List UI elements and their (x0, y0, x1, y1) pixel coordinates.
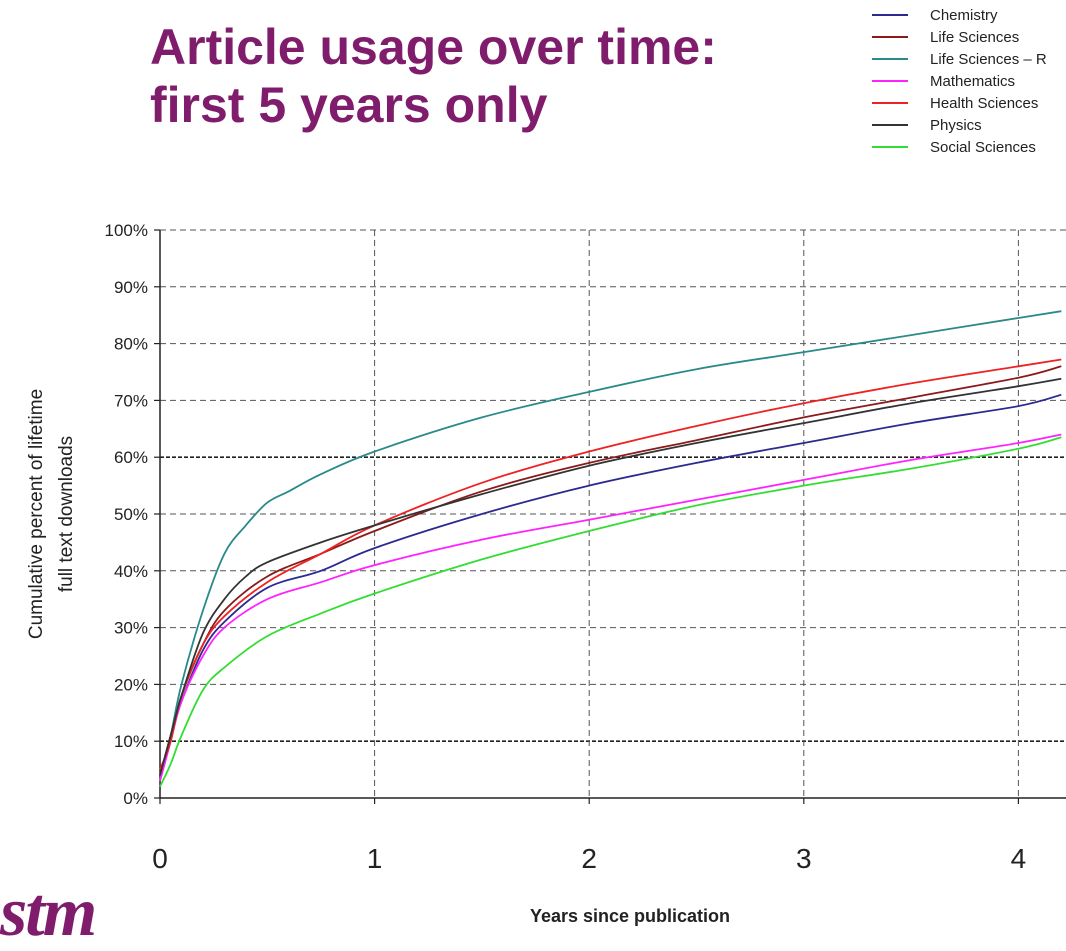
y-tick-label: 40% (114, 562, 148, 581)
series-line-mathematics (159, 433, 1062, 782)
legend-swatch (872, 124, 908, 126)
legend-swatch (872, 14, 908, 16)
y-tick-label: 70% (114, 391, 148, 410)
y-tick-label: 100% (105, 221, 148, 240)
legend-item-health-sciences: Health Sciences (872, 92, 1047, 114)
legend-item-life-sciences: Life Sciences (872, 26, 1047, 48)
series-line-life-sciences-r (159, 310, 1062, 782)
chart-title: Article usage over time: first 5 years o… (150, 18, 717, 134)
legend-item-life-sciences-r: Life Sciences – R (872, 48, 1047, 70)
x-tick-label: 0 (152, 843, 168, 874)
y-tick-label: 50% (114, 505, 148, 524)
legend-swatch (872, 36, 908, 38)
axes (154, 229, 1066, 804)
legend-swatch (872, 146, 908, 148)
legend-label: Social Sciences (930, 138, 1036, 156)
legend-item-physics: Physics (872, 114, 1047, 136)
y-tick-label: 10% (114, 732, 148, 751)
x-tick-label: 3 (796, 843, 812, 874)
y-tick-label: 30% (114, 619, 148, 638)
y-axis-title-line: Cumulative percent of lifetime (26, 389, 47, 639)
chart-subtitle: first 5 years only (150, 77, 548, 133)
x-tick-label: 2 (581, 843, 597, 874)
legend-item-social-sciences: Social Sciences (872, 136, 1047, 158)
chart-title-line-1: Article usage over time: (150, 19, 717, 75)
grid-lines (160, 229, 1066, 798)
y-tick-label: 20% (114, 675, 148, 694)
legend-label: Physics (930, 116, 982, 134)
series-line-physics (159, 377, 1062, 776)
legend-label: Life Sciences – R (930, 50, 1047, 68)
stm-logo: stm (0, 874, 97, 951)
y-tick-label: 60% (114, 448, 148, 467)
legend-label: Mathematics (930, 72, 1016, 90)
legend-item-mathematics: Mathematics (872, 70, 1047, 92)
legend-swatch (872, 80, 908, 82)
legend-label: Health Sciences (930, 94, 1039, 112)
legend-swatch (872, 102, 908, 104)
legend-swatch (872, 58, 908, 60)
chart-legend: Chemistry Life Sciences Life Sciences – R M… (872, 4, 1047, 158)
legend-label: Chemistry (930, 6, 998, 24)
y-tick-label: 80% (114, 335, 148, 354)
y-tick-label: 0% (123, 789, 148, 808)
axis-labels: 0% 10% 20% 30% 40% 50% 60% 70% 80% 90% 100% 0 1 2 3 4 Ye… (26, 221, 1026, 926)
series-lines (159, 310, 1062, 787)
x-tick-label: 4 (1011, 843, 1027, 874)
series-line-social-sciences (159, 436, 1062, 787)
x-axis-title: Years since publication (530, 906, 730, 926)
y-tick-label: 90% (114, 278, 148, 297)
y-axis-title-line: full text downloads (56, 436, 77, 592)
series-line-chemistry (159, 393, 1062, 776)
x-tick-label: 1 (367, 843, 383, 874)
legend-label: Life Sciences (930, 28, 1020, 46)
series-line-health-sciences (159, 358, 1062, 770)
legend-item-chemistry: Chemistry (872, 4, 1047, 26)
